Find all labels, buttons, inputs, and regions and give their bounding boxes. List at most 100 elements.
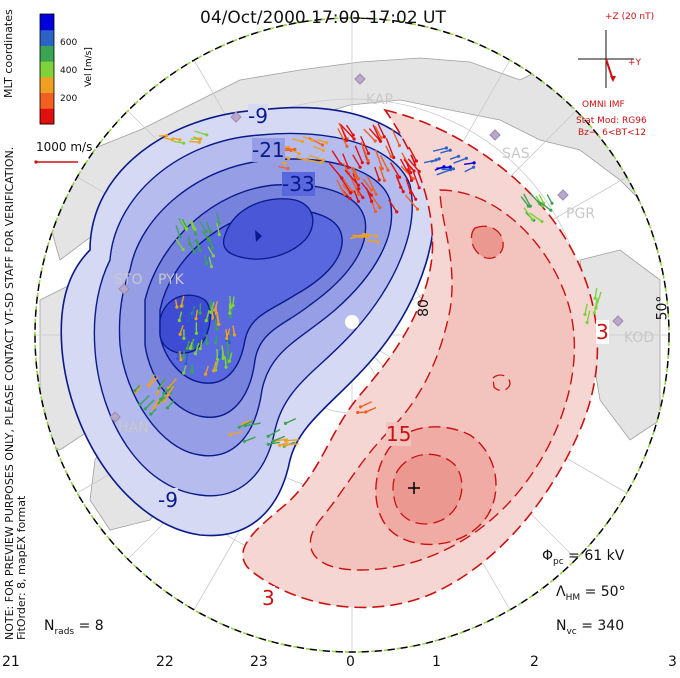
colorbar-tick-600: 600: [60, 38, 77, 48]
velocity-vector-origin: [194, 232, 197, 235]
velocity-vector-origin: [158, 387, 161, 390]
imf-clock-dial: [578, 30, 634, 88]
velocity-vector-origin: [357, 200, 360, 203]
velocity-vector-origin: [278, 444, 281, 447]
velocity-vector-origin: [370, 200, 373, 203]
velocity-vector-origin: [166, 393, 169, 396]
velocity-vector-origin: [209, 231, 212, 234]
velocity-vector-origin: [199, 249, 202, 252]
velocity-vector-origin: [348, 197, 351, 200]
velocity-vector-origin: [339, 162, 342, 165]
velocity-vector-origin: [191, 314, 194, 317]
velocity-vector-origin: [322, 159, 325, 162]
mlt-tick-21: 21: [2, 654, 20, 670]
velocity-vector-origin: [586, 321, 589, 324]
velocity-vector-origin: [152, 406, 155, 409]
station-sas: SAS: [502, 146, 530, 162]
stat-nrads: Nrads = 8: [44, 618, 104, 637]
contour-label-minus33: -33: [282, 172, 315, 196]
colorbar-segment: [40, 108, 54, 124]
stat-phi-pc: Φpc = 61 kV: [542, 548, 624, 567]
velocity-vector: [352, 236, 367, 237]
velocity-vector-origin: [540, 220, 543, 223]
velocity-vector-origin: [222, 355, 225, 358]
velocity-vector-origin: [189, 347, 192, 350]
velocity-vector-origin: [412, 169, 415, 172]
velocity-vector-origin: [182, 356, 185, 359]
velocity-vector-origin: [163, 399, 166, 402]
vector-scale-label: 1000 m/s: [36, 140, 92, 154]
velocity-vector-origin: [186, 347, 189, 350]
velocity-vector-origin: [244, 424, 247, 427]
station-kod: KOD: [624, 330, 654, 346]
stat-lambda-hm: ΛHM = 50°: [556, 584, 626, 603]
station-pyk: PYK: [158, 272, 184, 288]
velocity-vector-origin: [233, 333, 236, 336]
velocity-vector-origin: [550, 202, 553, 205]
model-line-2: Bz−, 6<BT<12: [578, 128, 646, 138]
velocity-vector-origin: [361, 161, 364, 164]
velocity-vector-origin: [345, 139, 348, 142]
map-title: 04/Oct/2000 17:00–17:02 UT: [200, 8, 446, 28]
velocity-vector-origin: [211, 246, 214, 249]
velocity-vector-origin: [267, 443, 270, 446]
velocity-vector-origin: [287, 157, 290, 160]
vector-scale-bar: [34, 160, 78, 163]
velocity-vector-origin: [159, 398, 162, 401]
mlt-tick-3: 3: [668, 654, 677, 670]
velocity-vector-origin: [187, 319, 190, 322]
coordinate-label: MLT coordinates: [2, 9, 15, 98]
velocity-vector-origin: [376, 240, 379, 243]
velocity-vector-origin: [286, 167, 289, 170]
velocity-vector-origin: [207, 239, 210, 242]
velocity-vector-origin: [527, 205, 530, 208]
velocity-vector-origin: [390, 155, 393, 158]
velocity-vector-origin: [353, 137, 356, 140]
velocity-vector-origin: [215, 328, 218, 331]
velocity-vector-origin: [243, 440, 246, 443]
velocity-vector-origin: [357, 193, 360, 196]
velocity-vector-origin: [356, 411, 359, 414]
velocity-vector-origin: [224, 366, 227, 369]
velocity-vector-origin: [205, 133, 208, 136]
velocity-vector-origin: [357, 187, 360, 190]
velocity-vector-origin: [298, 152, 301, 155]
velocity-vector-origin: [209, 311, 212, 314]
velocity-vector-origin: [185, 227, 188, 230]
velocity-vector-origin: [435, 158, 438, 161]
velocity-vector-origin: [205, 262, 208, 265]
velocity-vector-origin: [272, 439, 275, 442]
velocity-vector-origin: [374, 210, 377, 213]
lat-label-80: 80: [416, 299, 432, 317]
velocity-vector-origin: [472, 166, 475, 169]
velocity-vector-origin: [465, 157, 468, 160]
mlt-tick-23: 23: [250, 654, 268, 670]
velocity-vector-origin: [402, 190, 405, 193]
velocity-vector-origin: [378, 206, 381, 209]
velocity-vector-origin: [144, 407, 147, 410]
velocity-vector-origin: [357, 184, 360, 187]
velocity-vector-origin: [301, 140, 304, 143]
velocity-vector: [204, 322, 205, 333]
velocity-vector-origin: [445, 146, 448, 149]
velocity-vector-origin: [193, 250, 196, 253]
stat-nvc: Nvc = 340: [556, 618, 624, 637]
velocity-vector-origin: [284, 439, 287, 442]
colorbar-title: Vel [m/s]: [84, 47, 94, 87]
velocity-vector-origin: [217, 323, 220, 326]
velocity-vector-origin: [349, 191, 352, 194]
velocity-vector-origin: [175, 306, 178, 309]
velocity-vector-origin: [148, 384, 151, 387]
velocity-vector-origin: [199, 137, 202, 140]
velocity-vector-origin: [319, 161, 322, 164]
velocity-vector-origin: [354, 176, 357, 179]
velocity-vector-origin: [203, 332, 206, 335]
velocity-vector-origin: [165, 134, 168, 137]
velocity-vector-origin: [347, 166, 350, 169]
velocity-vector-origin: [367, 159, 370, 162]
velocity-vector-origin: [192, 226, 195, 229]
velocity-vector-origin: [593, 311, 596, 314]
velocity-vector-origin: [293, 148, 296, 151]
velocity-vector-origin: [179, 333, 182, 336]
velocity-vector-origin: [204, 373, 207, 376]
